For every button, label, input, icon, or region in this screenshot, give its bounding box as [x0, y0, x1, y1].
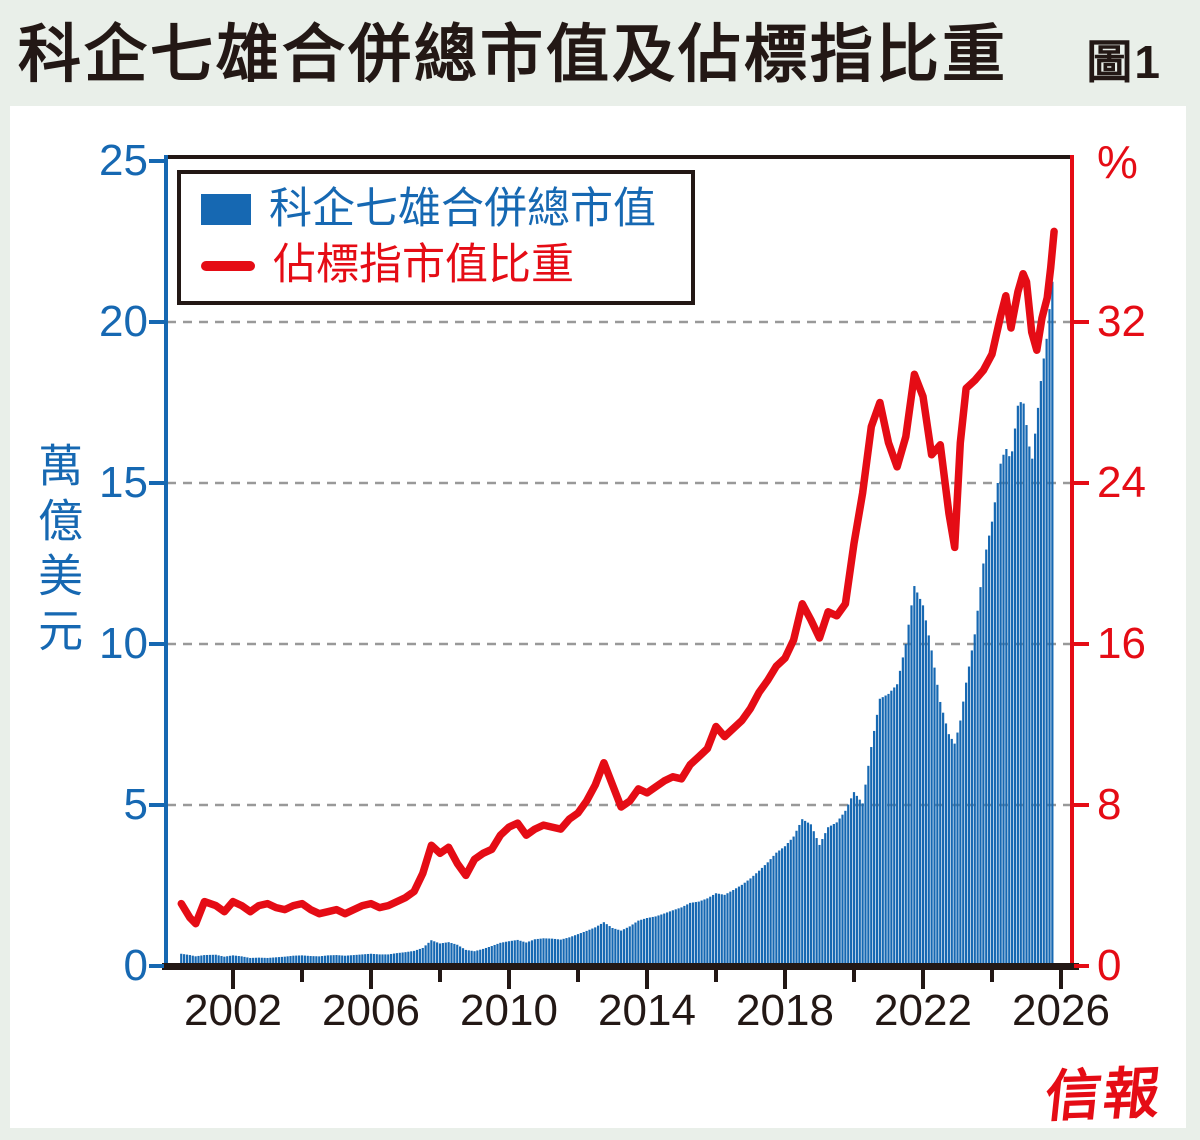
right-axis-tick-32: 32: [1097, 297, 1146, 346]
left-axis-tick-0: 0: [123, 941, 148, 990]
legend-label-weight: 佔標指市值比重: [273, 241, 574, 290]
right-axis-tick-24: 24: [1097, 458, 1146, 507]
x-axis-label-2014: 2014: [598, 986, 696, 1035]
legend-row-market-cap: 科企七雄合併總市值: [201, 184, 691, 233]
right-axis-tick-16: 16: [1097, 619, 1146, 668]
hkej-brand-logo: 信報: [1042, 1060, 1166, 1129]
right-axis-unit: %: [1097, 136, 1138, 188]
right-axis-tick-8: 8: [1097, 780, 1122, 829]
left-axis-tick-20: 20: [99, 297, 148, 346]
title-row: 科企七雄合併總市值及佔標指比重 圖1: [18, 4, 1182, 102]
bar-swatch-icon: [201, 193, 251, 225]
x-axis-label-2006: 2006: [322, 986, 420, 1035]
left-axis-tick-25: 25: [99, 136, 148, 185]
x-axis-label-2002: 2002: [184, 986, 282, 1035]
right-axis-tick-0: 0: [1097, 941, 1122, 990]
legend-row-weight: 佔標指市值比重: [201, 244, 691, 287]
figure-number-label: 圖1: [1086, 36, 1162, 88]
x-axis-label-2018: 2018: [736, 986, 834, 1035]
x-axis-label-2010: 2010: [460, 986, 558, 1035]
left-axis-tick-15: 15: [99, 458, 148, 507]
chart-title: 科企七雄合併總市值及佔標指比重: [18, 20, 1008, 90]
line-swatch-icon: [201, 260, 255, 271]
left-axis-unit-label: 萬億美元: [31, 442, 83, 662]
legend-box: 科企七雄合併總市值 佔標指市值比重: [177, 170, 695, 305]
left-axis-tick-10: 10: [99, 619, 148, 668]
x-axis-label-2026: 2026: [1012, 986, 1110, 1035]
legend-label-market-cap: 科企七雄合併總市值: [269, 184, 656, 233]
x-axis-label-2022: 2022: [874, 986, 972, 1035]
left-axis-tick-5: 5: [123, 780, 148, 829]
